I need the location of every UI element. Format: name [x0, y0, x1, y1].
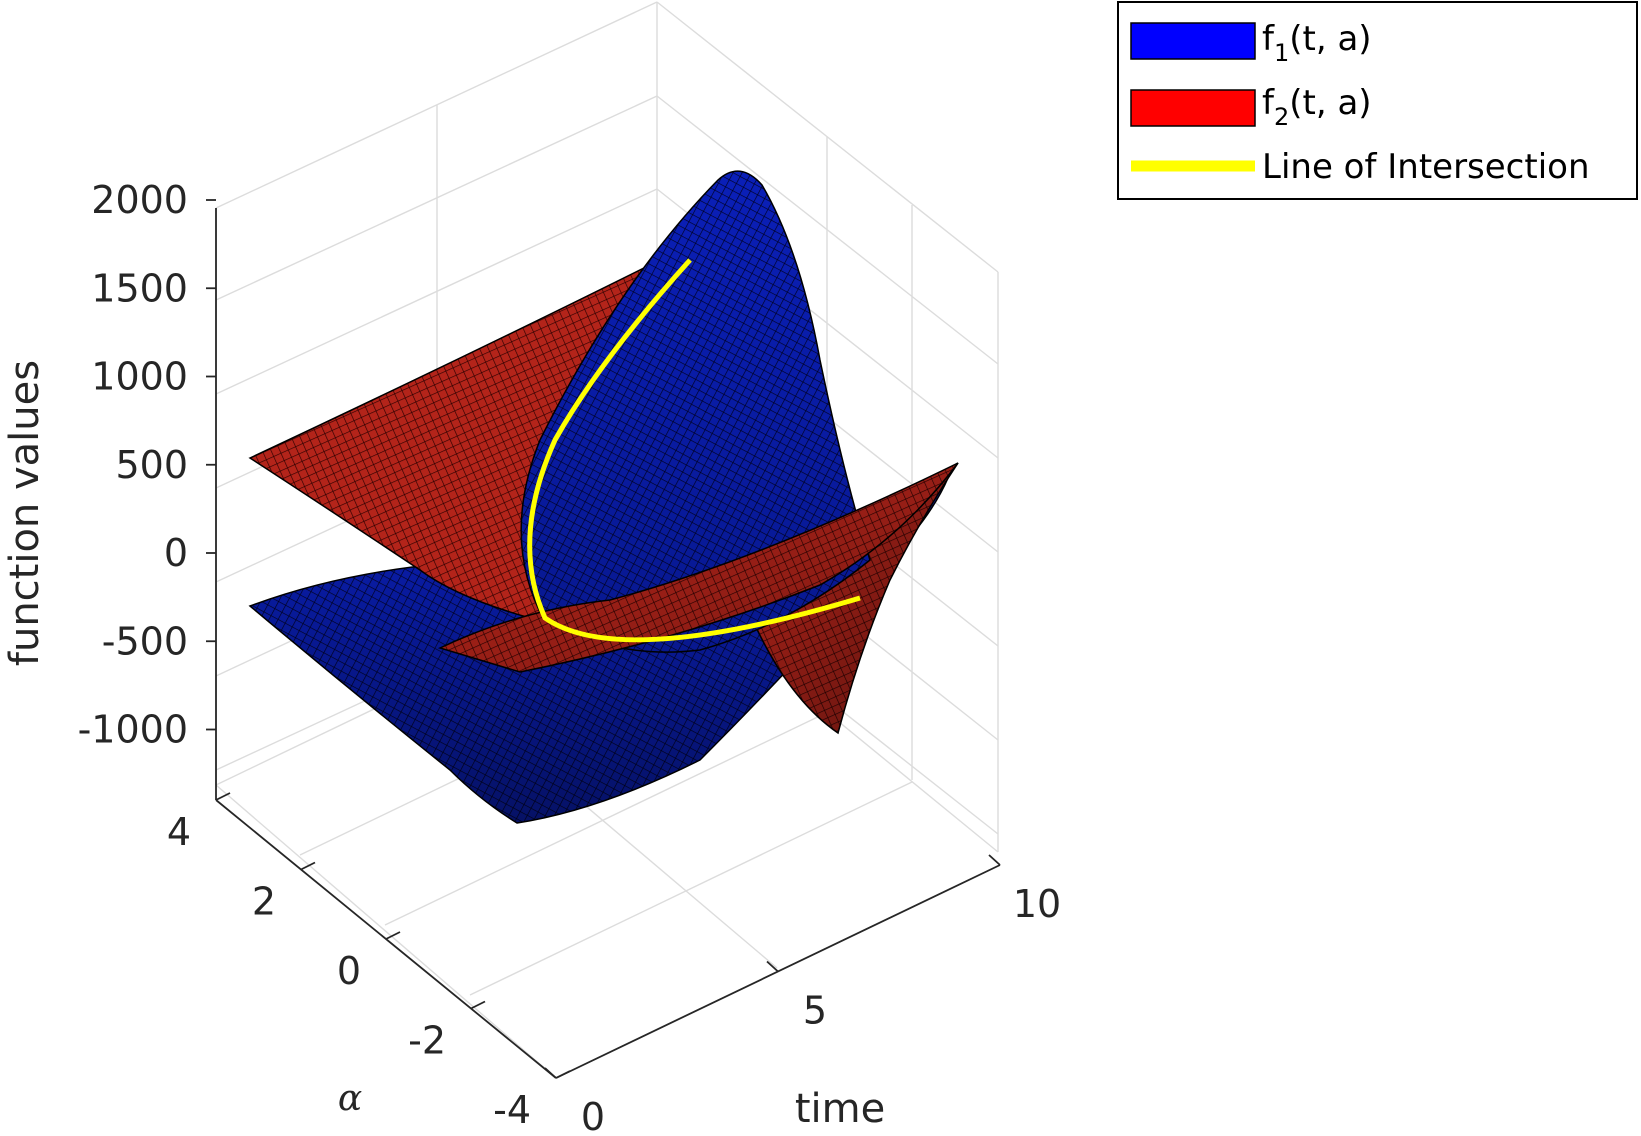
tick-marks: [206, 199, 1001, 1079]
legend-label-f2: f2(t, a): [1262, 83, 1372, 131]
z-tick-label-3: 500: [115, 443, 188, 487]
legend-label-f1: f1(t, a): [1262, 19, 1372, 67]
y-tick-label-3: 2: [252, 880, 276, 924]
f1-peak-sheet-shade: [521, 171, 870, 653]
z-tick-label-6: 2000: [91, 178, 188, 222]
legend: f1(t, a) f2(t, a) Line of Intersection: [1117, 1, 1638, 200]
legend-swatch-f2: [1130, 89, 1256, 127]
y-tick-mark-3: [300, 861, 316, 871]
z-axis-label: function values: [2, 360, 48, 666]
y-tick-label-2: 0: [337, 949, 361, 993]
legend-label-intersection: Line of Intersection: [1262, 147, 1590, 187]
f2-front-sheet-shade: [440, 463, 958, 672]
y-tick-label-1: -2: [408, 1019, 446, 1063]
z-tick-label-4: 1000: [91, 355, 188, 399]
y-tick-label-4: 4: [167, 810, 191, 854]
y-axis-label: α: [338, 1078, 362, 1119]
z-tick-label-2: 0: [164, 531, 188, 575]
legend-swatch-f1: [1130, 22, 1256, 60]
z-tick-label-1: -500: [102, 619, 188, 663]
z-tick-label-0: -1000: [78, 708, 188, 752]
x-tick-label-0: 0: [581, 1095, 605, 1136]
y-tick-mark-4: [215, 792, 231, 801]
x-tick-mark-1: [766, 960, 779, 973]
x-tick-mark-0: [544, 1067, 557, 1079]
y-tick-mark-1: [470, 1000, 486, 1010]
surfaces: [248, 170, 959, 824]
x-tick-label-1: 5: [803, 989, 827, 1033]
y-tick-label-0: -4: [493, 1088, 531, 1132]
tick-labels: -1000 -500 0 500 1000 1500 2000 -4 -2 0 2 4 0 5 10: [78, 178, 1062, 1136]
y-tick-mark-0: [555, 1070, 571, 1079]
x-tick-label-2: 10: [1013, 882, 1061, 926]
x-axis-label: time: [795, 1086, 885, 1132]
z-tick-label-5: 1500: [91, 266, 188, 310]
x-tick-mark-2: [988, 854, 1001, 866]
y-tick-mark-2: [385, 931, 401, 940]
line-of-intersection: [527, 258, 861, 643]
